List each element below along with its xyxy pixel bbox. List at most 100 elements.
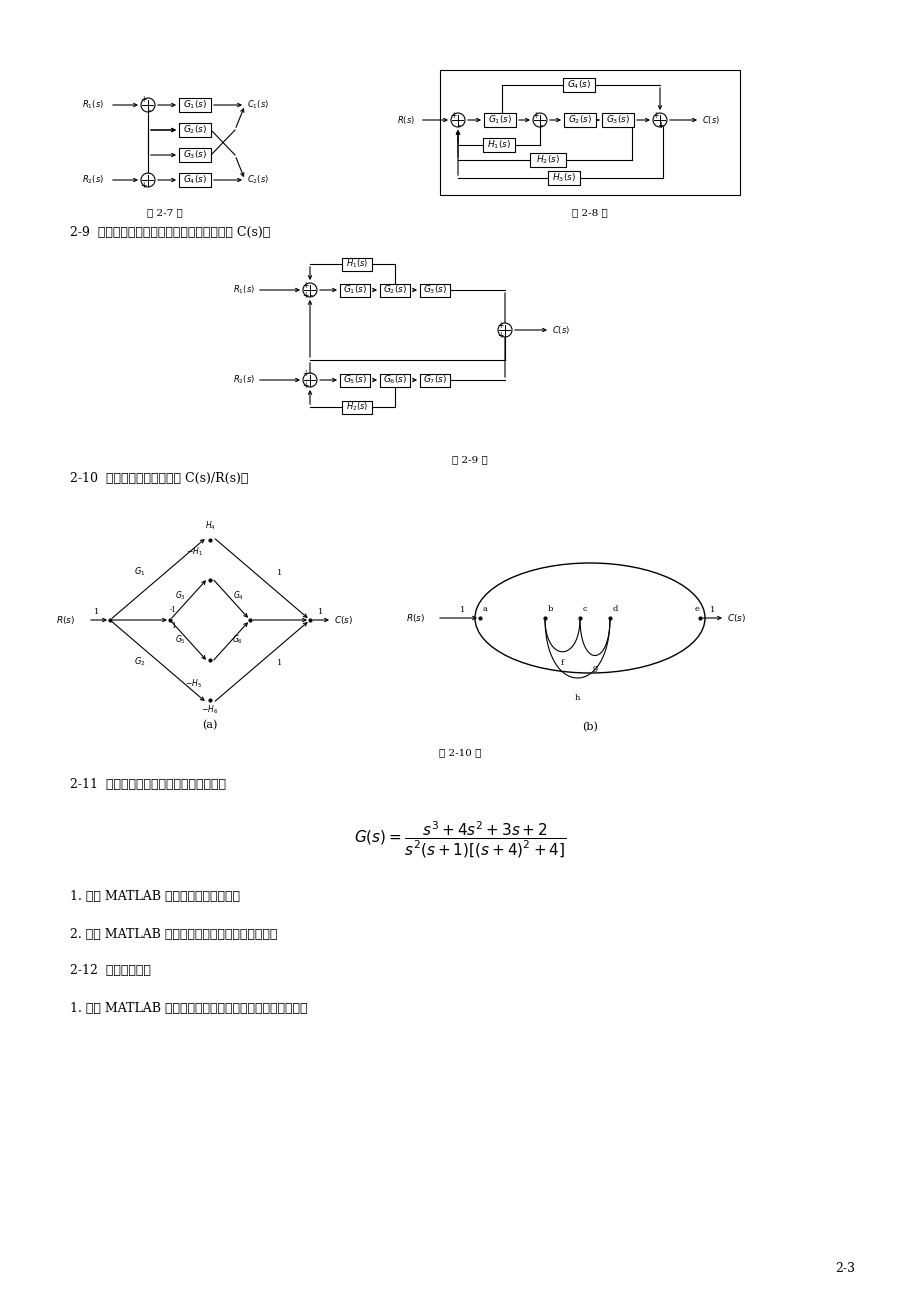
Text: h: h <box>573 694 579 702</box>
Text: +: + <box>301 370 308 379</box>
Text: +: + <box>449 111 456 120</box>
FancyBboxPatch shape <box>179 122 210 137</box>
Text: $G_1(s)$: $G_1(s)$ <box>183 99 207 111</box>
Text: +: + <box>651 111 657 120</box>
Text: $H_3(s)$: $H_3(s)$ <box>551 172 575 185</box>
FancyBboxPatch shape <box>380 374 410 387</box>
FancyBboxPatch shape <box>179 98 210 112</box>
Text: $G_5$: $G_5$ <box>175 633 186 646</box>
Text: +: + <box>140 181 146 190</box>
FancyBboxPatch shape <box>340 374 369 387</box>
Text: 2. 试用 MATLAB 求取系统的开环模和闭环零极点。: 2. 试用 MATLAB 求取系统的开环模和闭环零极点。 <box>70 928 277 941</box>
Text: $R(s)$: $R(s)$ <box>405 612 425 624</box>
Text: $C(s)$: $C(s)$ <box>701 115 720 126</box>
Text: $G_2(s)$: $G_2(s)$ <box>183 124 207 137</box>
Text: d: d <box>612 605 618 613</box>
Circle shape <box>497 323 512 337</box>
Text: $G_4(s)$: $G_4(s)$ <box>566 78 590 91</box>
Circle shape <box>652 113 666 128</box>
FancyBboxPatch shape <box>482 138 515 152</box>
Text: $G_2(s)$: $G_2(s)$ <box>567 113 592 126</box>
Text: 题 2-10 图: 题 2-10 图 <box>438 749 481 758</box>
Text: $R_1(s)$: $R_1(s)$ <box>82 99 104 111</box>
Text: $R_2(s)$: $R_2(s)$ <box>233 374 255 387</box>
Text: +: + <box>301 292 308 301</box>
FancyBboxPatch shape <box>420 284 449 297</box>
Text: $C_2(s)$: $C_2(s)$ <box>246 173 268 186</box>
Text: (b): (b) <box>582 721 597 732</box>
FancyBboxPatch shape <box>562 78 595 92</box>
Text: $G_3(s)$: $G_3(s)$ <box>606 113 630 126</box>
Text: -: - <box>309 370 312 379</box>
FancyBboxPatch shape <box>563 113 596 128</box>
Text: $R_1(s)$: $R_1(s)$ <box>233 284 255 297</box>
Text: g: g <box>592 664 597 672</box>
Text: 1: 1 <box>94 608 99 616</box>
Text: 1: 1 <box>318 608 323 616</box>
Text: c: c <box>583 605 587 613</box>
Text: $C(s)$: $C(s)$ <box>726 612 745 624</box>
Text: $G_1$: $G_1$ <box>134 566 145 578</box>
Text: $R(s)$: $R(s)$ <box>56 615 75 626</box>
FancyBboxPatch shape <box>380 284 410 297</box>
FancyBboxPatch shape <box>548 171 579 185</box>
Text: $C(s)$: $C(s)$ <box>334 615 353 626</box>
Text: +: + <box>301 380 308 389</box>
Text: 2-12  如图所示系统: 2-12 如图所示系统 <box>70 963 151 976</box>
Text: $G_4$: $G_4$ <box>233 589 244 602</box>
Text: +: + <box>531 111 538 120</box>
Text: (a): (a) <box>202 720 218 730</box>
Text: -: - <box>539 121 542 130</box>
Text: $G_6$: $G_6$ <box>233 633 244 646</box>
Text: $G_2(s)$: $G_2(s)$ <box>382 284 406 297</box>
Text: 1: 1 <box>460 605 465 615</box>
Text: +: + <box>496 320 503 329</box>
Text: 题 2-9 图: 题 2-9 图 <box>451 456 487 465</box>
Text: 1: 1 <box>171 622 175 630</box>
Text: $G_5(s)$: $G_5(s)$ <box>343 374 367 387</box>
Text: $G_1(s)$: $G_1(s)$ <box>487 113 512 126</box>
FancyBboxPatch shape <box>179 173 210 187</box>
FancyBboxPatch shape <box>601 113 633 128</box>
FancyBboxPatch shape <box>340 284 369 297</box>
Text: $G_1(s)$: $G_1(s)$ <box>343 284 367 297</box>
Text: +: + <box>301 280 308 289</box>
Circle shape <box>450 113 464 128</box>
Text: $C(s)$: $C(s)$ <box>551 324 570 336</box>
Circle shape <box>532 113 547 128</box>
Text: b: b <box>548 605 552 613</box>
Text: $H_1(s)$: $H_1(s)$ <box>346 258 368 271</box>
Text: 2-11  已知单位负反馈系统的开环传递函数: 2-11 已知单位负反馈系统的开环传递函数 <box>70 779 226 792</box>
Text: +: + <box>657 121 664 130</box>
Text: $G(s) = \dfrac{s^3+4s^2+3s+2}{s^2(s+1)[(s+4)^2+4]}$: $G(s) = \dfrac{s^3+4s^2+3s+2}{s^2(s+1)[(… <box>353 820 566 861</box>
Text: -: - <box>309 292 312 301</box>
Text: $G_3(s)$: $G_3(s)$ <box>183 148 207 161</box>
Text: $G_2$: $G_2$ <box>134 656 146 668</box>
FancyBboxPatch shape <box>342 401 371 414</box>
Text: -: - <box>147 169 151 178</box>
Circle shape <box>141 173 154 187</box>
FancyBboxPatch shape <box>342 258 371 271</box>
Text: -: - <box>457 121 460 130</box>
Text: $G_4(s)$: $G_4(s)$ <box>183 173 207 186</box>
Text: $-H_6$: $-H_6$ <box>201 704 219 716</box>
Text: $-H_5$: $-H_5$ <box>186 677 202 690</box>
Text: 1. 试用 MATLAB 求取系统的闭环模型；: 1. 试用 MATLAB 求取系统的闭环模型； <box>70 891 240 904</box>
Text: -: - <box>147 107 151 116</box>
Text: +: + <box>496 332 503 341</box>
FancyBboxPatch shape <box>483 113 516 128</box>
Text: $G_3(s)$: $G_3(s)$ <box>423 284 447 297</box>
Text: 1: 1 <box>709 605 715 615</box>
Text: $H_1(s)$: $H_1(s)$ <box>486 139 510 151</box>
Text: 1. 试用 MATLAB 化简结构图，并计算系统的闭环传递函数；: 1. 试用 MATLAB 化简结构图，并计算系统的闭环传递函数； <box>70 1001 307 1014</box>
Text: $R(s)$: $R(s)$ <box>397 115 414 126</box>
Text: f: f <box>560 659 563 667</box>
Circle shape <box>302 283 317 297</box>
Text: $-H_1$: $-H_1$ <box>186 546 202 557</box>
Text: -1: -1 <box>169 605 176 615</box>
Text: 1: 1 <box>277 569 282 577</box>
Text: 2-3: 2-3 <box>834 1262 854 1275</box>
Text: $H_2(s)$: $H_2(s)$ <box>536 154 560 167</box>
Text: 题 2-7 图: 题 2-7 图 <box>147 208 183 217</box>
Text: 1: 1 <box>277 659 282 667</box>
